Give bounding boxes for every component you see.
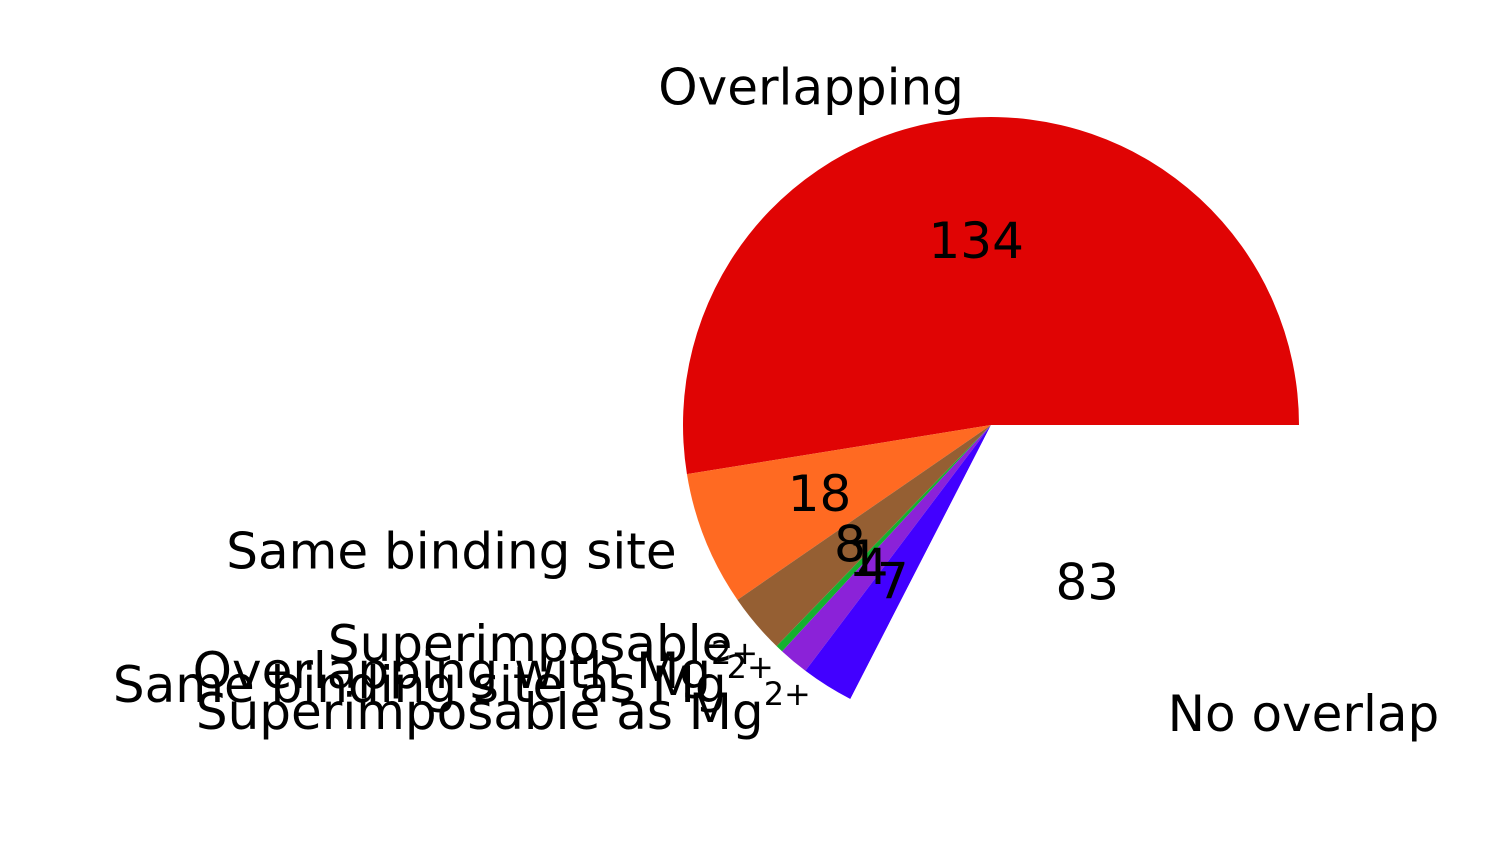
pie-category-label-same-binding-site: Same binding site [226,522,676,580]
pie-slice-overlapping [683,117,1299,475]
pie-slice-same-binding-site-as-mg [782,425,991,671]
pie-value-label-same-binding-site-as-mg: 4 [857,538,889,596]
pie-value-label-overlapping-with-mg: 1 [848,530,880,588]
pie-slices [683,117,1299,734]
pie-slice-same-binding-site [686,425,991,600]
pie-value-label-superimposable-as-mg: 7 [877,553,909,611]
pie-value-label-superimposable: 8 [834,515,866,573]
pie-value-label-overlapping: 134 [928,212,1023,270]
pie-category-label-overlapping: Overlapping [658,58,964,116]
pie-category-label-superimposable: Superimposable [328,615,733,673]
pie-value-label-no-overlap: 83 [1056,554,1120,612]
pie-category-label-no-overlap: No overlap [1168,685,1440,743]
pie-category-label-same-binding-site-as-mg: Same binding site as Mg2+ [113,648,774,714]
pie-category-label-superimposable-as-mg: Superimposable as Mg2+ [196,675,811,741]
pie-slice-superimposable-as-mg [805,425,991,699]
pie-value-label-same-binding-site: 18 [788,465,852,523]
pie-category-label-overlapping-with-mg: Overlapping with Mg2+ [193,634,759,700]
pie-slice-superimposable [737,425,991,647]
pie-slice-overlapping-with-mg [776,425,991,652]
pie-slice-no-overlap [850,425,1299,734]
pie-category-labels: Overlapping Same binding site Superimposab… [113,58,1439,743]
